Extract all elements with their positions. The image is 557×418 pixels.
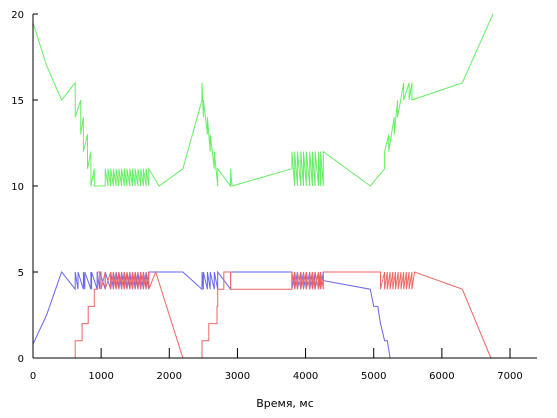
x-tick-label: 5000: [361, 371, 386, 382]
x-tick-label: 7000: [497, 371, 522, 382]
axes-layer: [32, 14, 537, 359]
y-tick-label: 15: [11, 96, 24, 107]
x-tick-label: 2000: [157, 371, 182, 382]
y-tick-label: 0: [18, 354, 24, 365]
y-tick-label: 5: [18, 268, 24, 279]
x-tick-label: 0: [30, 371, 36, 382]
ticks-layer: 0 1000 2000 3000 4000 5000 6000 7000 0 5 10 15 20: [11, 10, 522, 382]
y-tick-label: 20: [11, 10, 24, 21]
series-layer: [32, 13, 494, 359]
y-tick-label: 10: [11, 182, 24, 193]
x-tick-label: 6000: [429, 371, 454, 382]
series-line-3: [33, 270, 492, 359]
x-tick-label: 3000: [225, 371, 250, 382]
x-tick-label: 1000: [88, 371, 113, 382]
x-tick-label: 4000: [293, 371, 318, 382]
series-line-1: [32, 13, 494, 188]
x-axis-title: Время, мс: [256, 397, 314, 410]
